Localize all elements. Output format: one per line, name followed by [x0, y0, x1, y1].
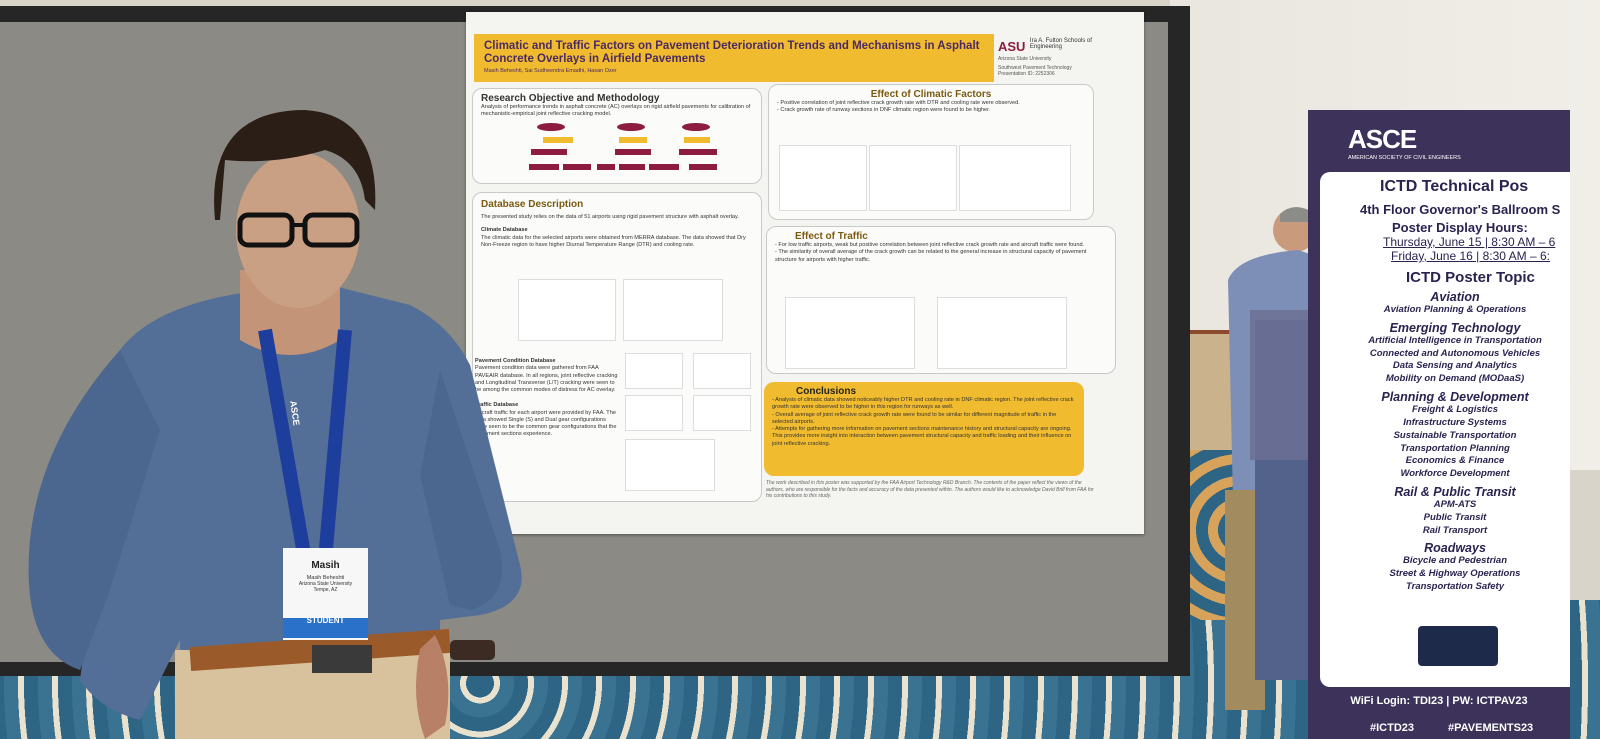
topic-item: Freight & Logistics [1411, 404, 1499, 416]
topic-item: Economics & Finance [1405, 455, 1505, 467]
background-people [1225, 207, 1328, 710]
logo-university: Arizona State University [998, 56, 1052, 62]
section-text: Pavement condition data were gathered fr… [475, 365, 618, 394]
topic-item: Public Transit [1423, 511, 1487, 523]
badge-role: STUDENT [306, 616, 345, 625]
sub-heading: Pavement Condition Database [475, 358, 556, 364]
topic-item: Sustainable Transportation [1393, 429, 1517, 441]
poster-title: Climatic and Traffic Factors on Pavement… [484, 40, 980, 66]
badge-org: Arizona State University [298, 581, 353, 587]
topic-item: Transportation Safety [1405, 581, 1504, 592]
chart-image [625, 395, 683, 431]
sign-location: 4th Floor Governor's Ballroom S [1360, 202, 1561, 217]
chart-image [779, 145, 867, 211]
section-text: Analysis of performance trends in asphal… [481, 104, 751, 118]
flowchart [529, 122, 717, 170]
chart-image [785, 297, 915, 369]
poster: Climatic and Traffic Factors on Pavement… [466, 12, 1144, 534]
badge: Masih Masih Beheshti Arizona State Unive… [283, 548, 368, 625]
sub-heading: Climate Database [481, 227, 528, 234]
condition-block: Pavement Condition Database Pavement con… [473, 358, 618, 439]
topic-item: Bicycle and Pedestrian [1402, 555, 1508, 567]
poster-title-bar: Climatic and Traffic Factors on Pavement… [474, 34, 994, 82]
section-text: - For low traffic airports, weak but pos… [775, 242, 1085, 248]
topic-item: Transportation Planning [1400, 442, 1510, 454]
topic-item: APM-ATS [1433, 498, 1477, 510]
logo-center: Southwest Pavement Technology [998, 65, 1072, 71]
qr-area [1418, 626, 1498, 666]
section-heading: Effect of Traffic [795, 231, 868, 242]
sign-hashtag: #ICTD23 [1370, 722, 1415, 734]
logo-id: Presentation ID: 2252306 [998, 71, 1055, 77]
sign-topics-heading: ICTD Poster Topic [1406, 269, 1535, 286]
section-text: - Analysis of climatic data showed notic… [772, 397, 1074, 411]
database-box: Database Description The presented study… [472, 192, 762, 502]
topic-item: Artificial Intelligence in Transportatio… [1368, 334, 1542, 346]
traffic-box: Effect of Traffic - For low traffic airp… [766, 226, 1116, 374]
chart-image [937, 297, 1067, 369]
section-text: The climatic data for the selected airpo… [481, 234, 746, 248]
section-text: - Positive correlation of joint reflecti… [777, 100, 1020, 106]
logo-mark: ASU [998, 39, 1026, 54]
sign-hours: Thursday, June 15 | 8:30 AM – 6 [1383, 235, 1556, 249]
sign-org: ASCE [1348, 124, 1417, 154]
sign: ASCE AMERICAN SOCIETY OF CIVIL ENGINEERS… [1308, 110, 1570, 739]
badge-full-name: Masih Beheshti [306, 575, 345, 581]
topic-heading: Rail & Public Transit [1394, 484, 1516, 499]
acknowledgment: The work described in this poster was su… [766, 480, 1094, 499]
section-heading: Effect of Climatic Factors [870, 89, 992, 100]
chart-image [623, 279, 723, 341]
topic-heading: Planning & Development [1381, 390, 1529, 405]
topic-heading: Emerging Technology [1389, 320, 1521, 335]
topic-heading: Roadways [1424, 541, 1486, 556]
topic-heading: Aviation [1430, 290, 1480, 304]
chart-image [625, 353, 683, 389]
badge-first-name: Masih [311, 560, 340, 571]
topic-item: Infrastructure Systems [1403, 416, 1507, 428]
person [28, 110, 522, 739]
sign-hours: Friday, June 16 | 8:30 AM – 6: [1391, 249, 1550, 263]
sign-hashtag: #PAVEMENTS23 [1448, 722, 1534, 734]
chart-image [959, 145, 1071, 211]
chart-image [625, 439, 715, 491]
sign-org-full: AMERICAN SOCIETY OF CIVIL ENGINEERS [1348, 155, 1461, 161]
conclusions-box: Conclusions - Analysis of climatic data … [764, 382, 1084, 476]
chart-image [869, 145, 957, 211]
poster-logo: ASU Ira A. Fulton Schools of Engineering… [998, 38, 1138, 86]
section-heading: Database Description [481, 199, 584, 210]
topic-item: Connected and Autonomous Vehicles [1369, 347, 1541, 359]
section-text: - The similarity of overall average of t… [775, 249, 1087, 263]
topic-item: Data Sensing and Analytics [1392, 360, 1518, 372]
section-text: The presented study relies on the data o… [481, 214, 739, 220]
chart-image [693, 395, 751, 431]
sign-panel: ICTD Technical Pos 4th Floor Governor's … [1320, 172, 1570, 687]
section-text: - Crack growth rate of runway sections i… [777, 107, 991, 114]
sign-wifi: WiFi Login: TDI23 | PW: ICTPAV23 [1350, 695, 1528, 707]
sign-topics: Aviation Aviation Planning & Operations Em… [1320, 290, 1570, 594]
topic-item: Rail Transport [1422, 524, 1488, 536]
badge-location: Tempe, AZ [313, 587, 338, 593]
sign-title: ICTD Technical Pos [1380, 178, 1529, 195]
logo-school: Ira A. Fulton Schools of Engineering [1029, 38, 1092, 50]
topic-item: Street & Highway Operations [1389, 568, 1521, 580]
section-heading: Research Objective and Methodology [481, 93, 660, 104]
section-text: - Overall average of joint reflective cr… [772, 411, 1057, 425]
topic-item: Mobility on Demand (MODaaS) [1385, 373, 1525, 385]
section-text: Aircraft traffic for each airport were p… [475, 409, 617, 438]
poster-authors: Masih Beheshti, Sai Sudheendra Emadhi, H… [484, 68, 617, 75]
section-text: - Attempts for gathering more informatio… [772, 426, 1072, 447]
sub-heading: Traffic Database [475, 402, 519, 409]
section-heading: Conclusions [796, 386, 857, 397]
sign-hours-heading: Poster Display Hours: [1392, 220, 1528, 235]
topic-item: Workforce Development [1400, 468, 1510, 480]
climatic-box: Effect of Climatic Factors - Positive co… [768, 84, 1094, 220]
chart-image [693, 353, 751, 389]
chart-image [518, 279, 616, 341]
topic-item: Aviation Planning & Operations [1383, 304, 1527, 315]
objective-box: Research Objective and Methodology Analy… [472, 88, 762, 184]
